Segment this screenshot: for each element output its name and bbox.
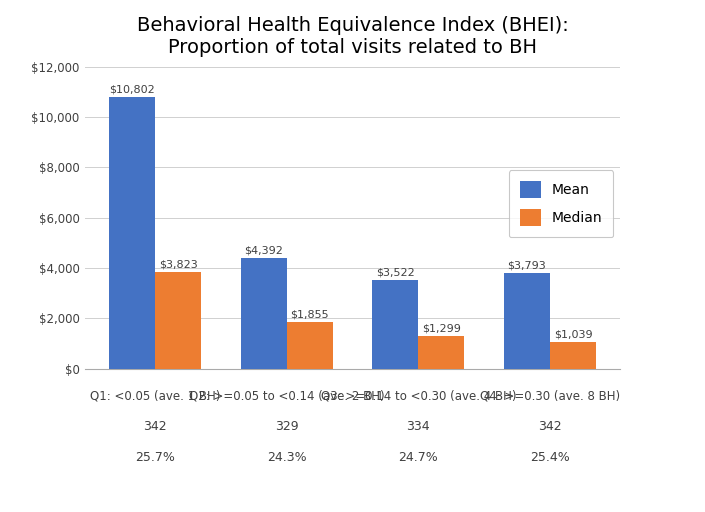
Bar — [109, 97, 155, 369]
Text: Q3: >=0.14 to <0.30 (ave. 4 BH): Q3: >=0.14 to <0.30 (ave. 4 BH) — [321, 389, 516, 402]
Text: 334: 334 — [407, 420, 430, 433]
Text: 25.4%: 25.4% — [530, 451, 570, 463]
Bar — [287, 322, 333, 369]
Text: $1,039: $1,039 — [553, 330, 592, 340]
Bar — [550, 343, 596, 369]
Legend: Mean, Median: Mean, Median — [509, 170, 613, 238]
Text: 329: 329 — [275, 420, 298, 433]
Text: $4,392: $4,392 — [244, 246, 283, 255]
Text: Q2: >=0.05 to <0.14 (ave. 2 BH): Q2: >=0.05 to <0.14 (ave. 2 BH) — [189, 389, 384, 402]
Bar — [504, 273, 550, 369]
Bar — [240, 258, 287, 369]
Text: 342: 342 — [538, 420, 562, 433]
Text: 342: 342 — [143, 420, 167, 433]
Text: $3,793: $3,793 — [508, 261, 546, 271]
Bar — [372, 280, 418, 369]
Text: 24.7%: 24.7% — [398, 451, 439, 463]
Bar — [155, 272, 201, 369]
Text: $3,522: $3,522 — [376, 267, 415, 278]
Text: 24.3%: 24.3% — [267, 451, 307, 463]
Text: 25.7%: 25.7% — [135, 451, 175, 463]
Text: $1,299: $1,299 — [422, 324, 461, 333]
Title: Behavioral Health Equivalence Index (BHEI):
Proportion of total visits related t: Behavioral Health Equivalence Index (BHE… — [137, 16, 568, 57]
Text: Q1: <0.05 (ave. 1 BH): Q1: <0.05 (ave. 1 BH) — [90, 389, 220, 402]
Bar — [418, 336, 465, 369]
Text: $10,802: $10,802 — [109, 84, 155, 94]
Text: $3,823: $3,823 — [159, 260, 197, 270]
Text: Q4: >=0.30 (ave. 8 BH): Q4: >=0.30 (ave. 8 BH) — [480, 389, 620, 402]
Text: $1,855: $1,855 — [290, 309, 329, 319]
